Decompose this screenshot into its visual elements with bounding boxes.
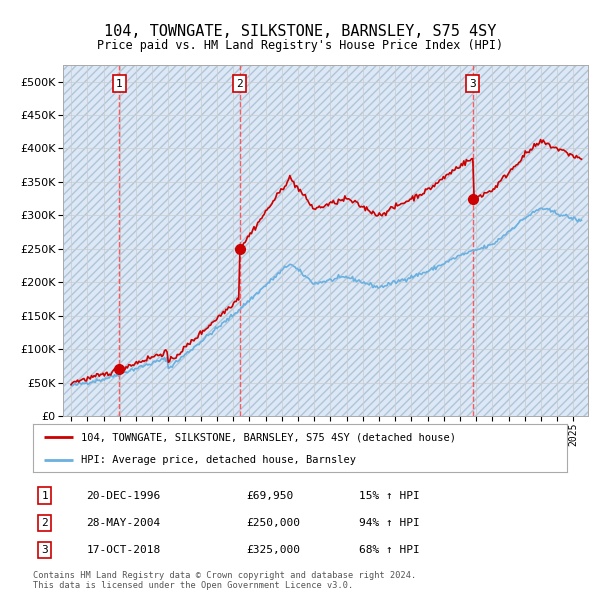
Text: 20-DEC-1996: 20-DEC-1996 — [86, 491, 161, 500]
Text: 2: 2 — [41, 518, 48, 528]
Text: 1: 1 — [41, 491, 48, 500]
Text: This data is licensed under the Open Government Licence v3.0.: This data is licensed under the Open Gov… — [33, 581, 353, 589]
Text: 68% ↑ HPI: 68% ↑ HPI — [359, 545, 419, 555]
Text: £250,000: £250,000 — [247, 518, 301, 528]
Text: 2: 2 — [236, 78, 243, 88]
Text: 28-MAY-2004: 28-MAY-2004 — [86, 518, 161, 528]
Bar — [63, 65, 588, 416]
Text: Contains HM Land Registry data © Crown copyright and database right 2024.: Contains HM Land Registry data © Crown c… — [33, 571, 416, 579]
Text: Price paid vs. HM Land Registry's House Price Index (HPI): Price paid vs. HM Land Registry's House … — [97, 39, 503, 52]
Text: 3: 3 — [41, 545, 48, 555]
Text: 104, TOWNGATE, SILKSTONE, BARNSLEY, S75 4SY: 104, TOWNGATE, SILKSTONE, BARNSLEY, S75 … — [104, 24, 496, 38]
Text: HPI: Average price, detached house, Barnsley: HPI: Average price, detached house, Barn… — [81, 455, 356, 465]
Text: £69,950: £69,950 — [247, 491, 294, 500]
Text: 94% ↑ HPI: 94% ↑ HPI — [359, 518, 419, 528]
Text: 15% ↑ HPI: 15% ↑ HPI — [359, 491, 419, 500]
Text: 3: 3 — [469, 78, 476, 88]
Text: 104, TOWNGATE, SILKSTONE, BARNSLEY, S75 4SY (detached house): 104, TOWNGATE, SILKSTONE, BARNSLEY, S75 … — [81, 432, 456, 442]
Text: 17-OCT-2018: 17-OCT-2018 — [86, 545, 161, 555]
Text: £325,000: £325,000 — [247, 545, 301, 555]
Text: 1: 1 — [116, 78, 122, 88]
